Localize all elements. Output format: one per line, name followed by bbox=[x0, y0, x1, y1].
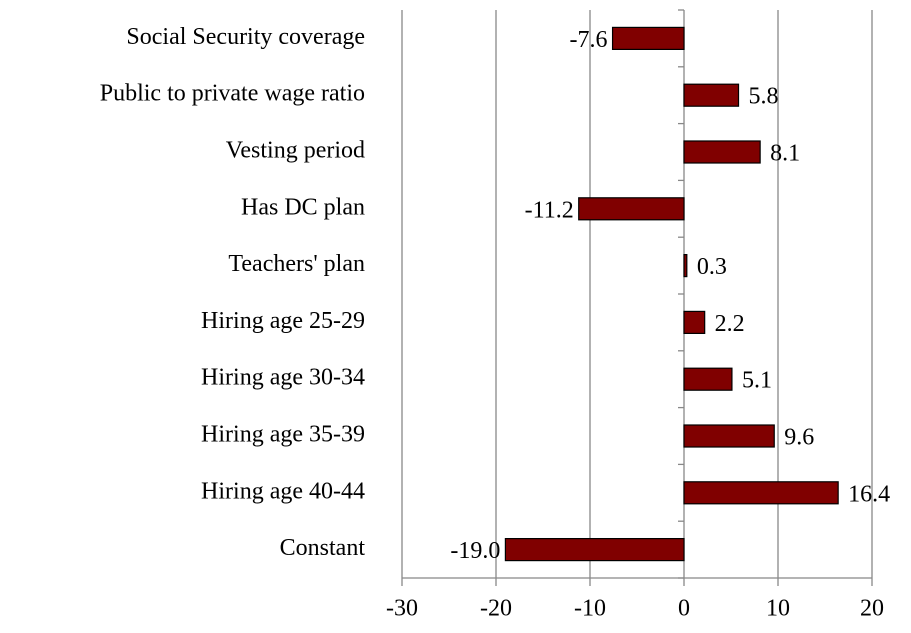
y-tick-label: Hiring age 30-34 bbox=[201, 365, 365, 391]
value-label: 16.4 bbox=[848, 481, 890, 507]
bar bbox=[578, 197, 685, 221]
y-tick-label: Teachers' plan bbox=[228, 251, 365, 277]
x-tick-label: -30 bbox=[386, 596, 418, 622]
value-label: -11.2 bbox=[525, 197, 574, 223]
x-tick-label: -20 bbox=[480, 596, 512, 622]
y-tick-label: Hiring age 35-39 bbox=[201, 422, 365, 448]
bar bbox=[683, 83, 740, 107]
x-tick-label: -10 bbox=[574, 596, 606, 622]
y-tick-label: Social Security coverage bbox=[126, 24, 365, 50]
y-tick-label: Constant bbox=[280, 535, 366, 561]
y-tick-label: Hiring age 40-44 bbox=[201, 478, 365, 504]
value-label: -19.0 bbox=[450, 538, 500, 564]
value-label: 0.3 bbox=[697, 254, 727, 280]
value-label: 5.8 bbox=[749, 84, 779, 110]
bar bbox=[504, 537, 685, 562]
bar bbox=[611, 26, 685, 50]
x-tick-label: 20 bbox=[860, 596, 884, 622]
x-tick-label: 0 bbox=[678, 596, 690, 622]
value-label: 2.2 bbox=[715, 311, 745, 337]
x-tick-label: 10 bbox=[766, 596, 790, 622]
bar bbox=[683, 424, 775, 448]
bar bbox=[683, 367, 733, 391]
y-tick-label: Hiring age 25-29 bbox=[201, 308, 365, 334]
bar bbox=[683, 140, 761, 164]
bar bbox=[683, 310, 706, 334]
value-label: 5.1 bbox=[742, 368, 772, 394]
value-label: -7.6 bbox=[570, 27, 608, 53]
bar bbox=[683, 481, 839, 505]
value-label: 8.1 bbox=[770, 141, 800, 167]
bar bbox=[683, 254, 688, 278]
value-label: 9.6 bbox=[784, 425, 814, 451]
y-tick-label: Public to private wage ratio bbox=[100, 81, 365, 107]
y-tick-label: Has DC plan bbox=[241, 194, 365, 220]
y-tick-label: Vesting period bbox=[226, 138, 365, 164]
